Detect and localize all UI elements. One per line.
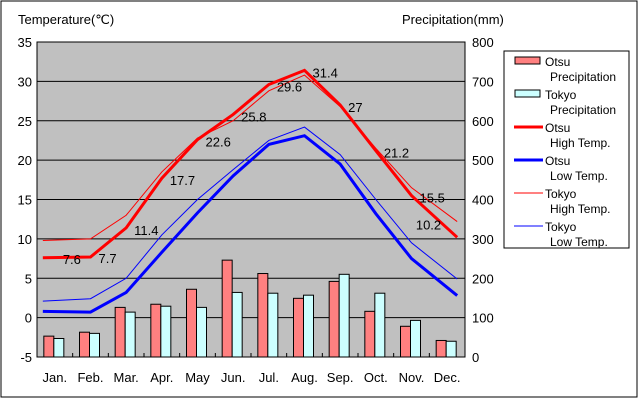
x-tick-label: Feb. bbox=[77, 370, 103, 385]
legend-label: Low Temp. bbox=[550, 169, 608, 183]
right-tick-label: 800 bbox=[472, 35, 494, 50]
data-label: 7.6 bbox=[63, 252, 81, 267]
bar-otsu-precipitation bbox=[43, 335, 55, 358]
left-axis-label: Temperature(℃) bbox=[18, 12, 114, 27]
legend-label: High Temp. bbox=[550, 136, 610, 150]
bar-otsu-precipitation bbox=[293, 297, 304, 358]
x-tick-label: Nov. bbox=[399, 370, 425, 385]
bar-otsu-precipitation bbox=[435, 339, 447, 358]
legend-box bbox=[503, 50, 630, 249]
line-tokyo-low-temp- bbox=[42, 126, 458, 302]
bar-otsu-precipitation bbox=[150, 303, 162, 358]
right-tick-label: 300 bbox=[472, 232, 494, 247]
data-label: 17.7 bbox=[170, 173, 195, 188]
data-label: 29.6 bbox=[277, 80, 302, 95]
left-tick-label: -5 bbox=[20, 350, 32, 365]
legend-label: High Temp. bbox=[550, 202, 610, 216]
data-label: 21.2 bbox=[384, 146, 409, 161]
x-tick-label: Jul. bbox=[259, 370, 279, 385]
right-tick-label: 200 bbox=[472, 271, 494, 286]
right-tick-label: 100 bbox=[472, 311, 494, 326]
legend-label: Precipitation bbox=[550, 70, 616, 84]
legend-label: Low Temp. bbox=[550, 235, 608, 249]
right-tick-label: 600 bbox=[472, 114, 494, 129]
bar-tokyo-precipitation bbox=[374, 292, 386, 358]
data-label: 10.2 bbox=[416, 217, 441, 232]
bar-otsu-precipitation bbox=[328, 280, 340, 358]
right-tick-label: 0 bbox=[472, 350, 479, 365]
left-tick-label: 10 bbox=[18, 232, 32, 247]
legend-swatch bbox=[514, 56, 541, 65]
legend-label: Otsu bbox=[545, 154, 570, 168]
bar-otsu-precipitation bbox=[221, 259, 233, 358]
bar-tokyo-precipitation bbox=[410, 319, 421, 358]
bar-otsu-precipitation bbox=[186, 288, 197, 358]
x-tick-label: Oct. bbox=[364, 370, 388, 385]
bar-tokyo-precipitation bbox=[303, 294, 314, 358]
x-tick-label: Aug. bbox=[291, 370, 318, 385]
line-otsu-high-temp- bbox=[42, 68, 459, 260]
left-tick-label: 5 bbox=[25, 271, 32, 286]
right-tick-label: 400 bbox=[472, 193, 494, 208]
data-label: 31.4 bbox=[313, 65, 338, 80]
data-label: 11.4 bbox=[134, 223, 158, 238]
left-tick-label: 15 bbox=[18, 193, 32, 208]
bar-otsu-precipitation bbox=[257, 273, 269, 358]
legend-swatch bbox=[514, 89, 541, 98]
bar-tokyo-precipitation bbox=[196, 306, 207, 358]
data-label: 15.5 bbox=[420, 191, 445, 206]
bar-tokyo-precipitation bbox=[267, 292, 279, 358]
legend-label: Precipitation bbox=[550, 103, 616, 117]
bar-otsu-precipitation bbox=[364, 310, 376, 358]
x-tick-label: Sep. bbox=[327, 370, 354, 385]
legend: OtsuPrecipitationTokyoPrecipitationOtsuH… bbox=[503, 50, 630, 249]
legend-label: Tokyo bbox=[545, 88, 577, 102]
line-tokyo-high-temp- bbox=[42, 74, 458, 241]
bar-tokyo-precipitation bbox=[89, 332, 100, 358]
left-tick-label: 35 bbox=[18, 35, 32, 50]
data-label: 27 bbox=[348, 100, 362, 115]
right-axis-label: Precipitation(mm) bbox=[402, 12, 504, 27]
x-tick-label: Jun. bbox=[221, 370, 246, 385]
legend-label: Tokyo bbox=[545, 187, 577, 201]
bar-tokyo-precipitation bbox=[338, 273, 350, 358]
x-tick-label: Jan. bbox=[43, 370, 68, 385]
left-tick-label: 30 bbox=[18, 74, 32, 89]
bar-tokyo-precipitation bbox=[231, 291, 243, 358]
bars bbox=[43, 259, 457, 358]
right-tick-label: 700 bbox=[472, 74, 494, 89]
x-tick-label: Dec. bbox=[434, 370, 461, 385]
lines: 7.6 7.7 11.4 17.7 22.6 25.8 29.6 31.4 27 21.2 15.5… bbox=[42, 65, 459, 314]
bar-tokyo-precipitation bbox=[160, 305, 172, 358]
x-tick-label: Apr. bbox=[150, 370, 173, 385]
left-tick-label: 20 bbox=[18, 153, 32, 168]
right-tick-label: 500 bbox=[472, 153, 494, 168]
left-tick-label: 0 bbox=[25, 311, 32, 326]
data-label: 7.7 bbox=[99, 251, 117, 266]
left-tick-label: 25 bbox=[18, 114, 32, 129]
legend-label: Otsu bbox=[545, 55, 570, 69]
bar-otsu-precipitation bbox=[400, 325, 411, 358]
axes: -5 0 5 10 15 20 25 30 35 0 100 200 300 400 500 600 700 80… bbox=[18, 35, 494, 385]
data-label: 25.8 bbox=[241, 109, 266, 124]
line-otsu-low-temp- bbox=[42, 134, 459, 314]
bar-otsu-precipitation bbox=[114, 306, 126, 358]
bar-tokyo-precipitation bbox=[124, 311, 136, 358]
x-tick-label: May bbox=[185, 370, 210, 385]
bar-tokyo-precipitation bbox=[53, 337, 65, 358]
bar-tokyo-precipitation bbox=[445, 340, 457, 358]
x-tick-label: Mar. bbox=[114, 370, 139, 385]
bar-otsu-precipitation bbox=[79, 331, 90, 358]
data-label: 22.6 bbox=[206, 135, 231, 150]
legend-label: Tokyo bbox=[545, 220, 577, 234]
legend-label: Otsu bbox=[545, 121, 570, 135]
